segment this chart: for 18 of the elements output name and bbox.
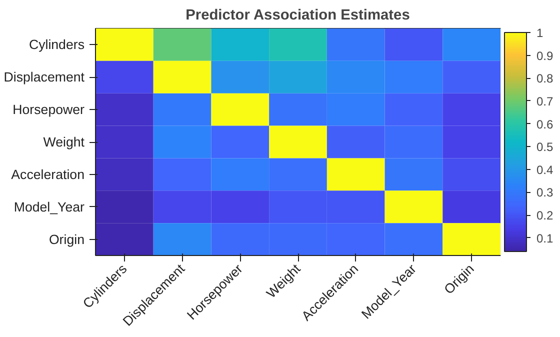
color-bar-label: 0.7 — [536, 94, 554, 108]
y-tick-label: Model_Year — [14, 199, 86, 214]
color-bar-label: 0.3 — [536, 186, 554, 200]
y-tick-label: Horsepower — [12, 102, 86, 118]
color-bar-label: 0.4 — [536, 162, 554, 177]
color-bar-label: 0.1 — [536, 231, 554, 246]
color-bar-label: 1 — [536, 26, 544, 40]
chart-title: Predictor Association Estimates — [186, 8, 410, 24]
y-tick-label: Displacement — [4, 70, 85, 85]
color-bar-label: 0.9 — [536, 48, 554, 63]
color-bar-label: 0.5 — [536, 140, 554, 154]
color-bar-label: 0.6 — [536, 117, 554, 132]
color-bar-label: 0.2 — [536, 208, 554, 222]
y-tick-label: Origin — [48, 232, 85, 247]
y-tick-label: Acceleration — [11, 166, 85, 182]
y-tick-label: Cylinders — [28, 37, 85, 52]
color-bar-label: 0.8 — [536, 72, 554, 86]
y-tick-label: Weight — [43, 134, 85, 150]
